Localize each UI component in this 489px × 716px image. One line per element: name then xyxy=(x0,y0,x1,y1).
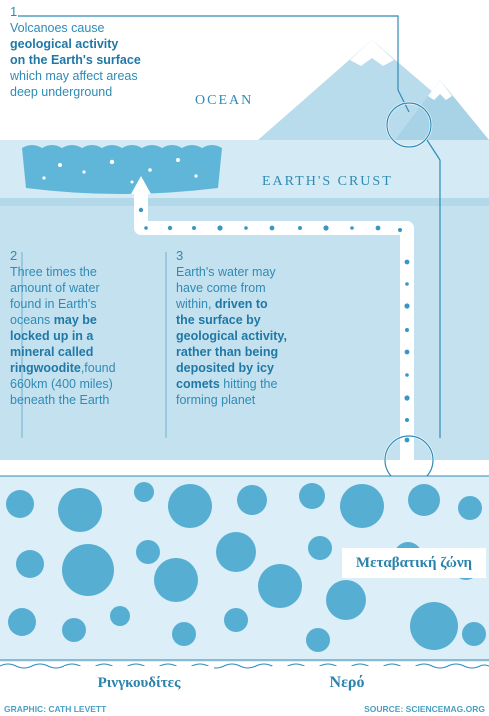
step1-line: geological activity xyxy=(10,37,119,51)
crust-label: EARTH'S CRUST xyxy=(262,174,393,189)
source-credit: SOURCE: SCIENCEMAG.ORG xyxy=(364,704,485,714)
crust-boundary xyxy=(0,198,489,206)
step2-line: locked up in a xyxy=(10,329,94,343)
transition-zone-label: Μεταβατική ζώνη xyxy=(342,548,486,578)
step1-line: which may affect areas xyxy=(10,69,138,83)
step2-text: Three times the amount of water found in… xyxy=(10,264,160,408)
step3-line: the surface by xyxy=(176,313,261,327)
step2-line: oceans may be xyxy=(10,312,160,328)
step3-line: Earth's water may xyxy=(176,265,276,279)
step2-line: 660km (400 miles) xyxy=(10,377,113,391)
step3-line: deposited by icy xyxy=(176,361,274,375)
step1-line: Volcanoes cause xyxy=(10,21,105,35)
step1-number: 1 xyxy=(10,4,18,19)
step2-line: Three times the xyxy=(10,265,97,279)
step3-line: rather than being xyxy=(176,345,279,359)
step2-line: amount of water xyxy=(10,281,100,295)
water-label: Νερό xyxy=(272,666,422,700)
ocean-label: OCEAN xyxy=(195,93,254,108)
ringwoodite-bubbles xyxy=(6,482,486,652)
step2-line: ringwoodite,found xyxy=(10,360,160,376)
step3-line: within, driven to xyxy=(176,296,336,312)
step2-line: beneath the Earth xyxy=(10,393,110,407)
step2-number: 2 xyxy=(10,248,18,263)
mountains xyxy=(258,40,489,140)
step3-line: forming planet xyxy=(176,393,256,407)
water-path xyxy=(131,176,414,460)
step3-text: Earth's water may have come from within,… xyxy=(176,264,336,408)
step2-fragment: oceans xyxy=(10,313,54,327)
step3-fragment: within, xyxy=(176,297,215,311)
step2-fragment: ringwoodite xyxy=(10,361,81,375)
step1-text: Volcanoes cause geological activity on t… xyxy=(10,20,190,100)
step1-line: on the Earth's surface xyxy=(10,53,141,67)
ocean-pool xyxy=(22,145,222,194)
step2-fragment: may be xyxy=(53,313,97,327)
step3-fragment: hitting the xyxy=(219,377,278,391)
step2-line: found in Earth's xyxy=(10,297,97,311)
step2-fragment: ,found xyxy=(80,361,116,375)
ringwoodite-label: Ρινγκουδίτες xyxy=(64,666,214,700)
step1-line: deep underground xyxy=(10,85,113,99)
step3-line: comets hitting the xyxy=(176,376,336,392)
step3-number: 3 xyxy=(176,248,184,263)
step3-line: have come from xyxy=(176,281,266,295)
leader-lines xyxy=(18,15,441,486)
step2-line: mineral called xyxy=(10,345,94,359)
graphic-credit: GRAPHIC: CATH LEVETT xyxy=(4,704,107,714)
step3-line: geological activity, xyxy=(176,329,287,343)
step3-fragment: driven to xyxy=(214,297,268,311)
step3-fragment: comets xyxy=(176,377,220,391)
